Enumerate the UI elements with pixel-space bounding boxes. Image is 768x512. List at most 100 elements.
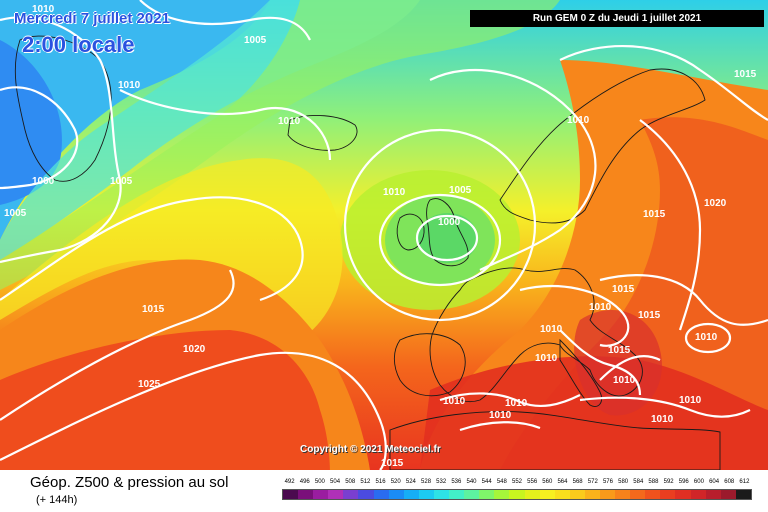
- coast-iberia: [393, 333, 466, 397]
- isobar-label: 1005: [4, 208, 27, 219]
- isobar-label: 1010: [535, 353, 558, 364]
- scale-label: 496: [299, 479, 310, 485]
- scale-swatch: [464, 490, 480, 499]
- isobar-line: [119, 89, 332, 161]
- isobar-label: 1000: [32, 176, 55, 187]
- coast-ireland: [396, 213, 425, 251]
- isobar-line: [0, 86, 79, 190]
- forecast-date: Mercredi 7 juillet 2021: [14, 10, 170, 27]
- isobar-low-1010: [343, 128, 537, 322]
- scale-swatch: [630, 490, 646, 499]
- scale-label: 532: [436, 479, 447, 485]
- isobar-label: 1010: [567, 115, 590, 126]
- isobar-line: [559, 44, 768, 121]
- isobar-label: 1005: [449, 185, 472, 196]
- scale-label: 544: [481, 479, 492, 485]
- scale-label: 500: [314, 479, 325, 485]
- isobars: [0, 0, 768, 470]
- copyright-notice: Copyright © 2021 Meteociel.fr: [300, 444, 441, 455]
- isobar-line: [639, 119, 702, 331]
- isobar-label: 1010: [679, 395, 702, 406]
- scale-swatch: [418, 490, 434, 499]
- footer-bar: Géop. Z500 & pression au sol (+ 144h) 49…: [0, 470, 768, 512]
- isobar-label: 1010: [489, 410, 512, 421]
- scale-swatch: [373, 490, 389, 499]
- scale-label: 584: [633, 479, 644, 485]
- scale-label: 568: [572, 479, 583, 485]
- isobar-label: 1010: [613, 375, 636, 386]
- isobar-label: 1010: [278, 116, 301, 127]
- scale-label: 556: [527, 479, 538, 485]
- coast-scandinavia: [499, 68, 706, 224]
- scale-label: 572: [587, 479, 598, 485]
- scale-labels: 492 496 500 504 508 512 516 520 524 528 532 536 540 5…: [282, 479, 752, 489]
- scale-swatch: [494, 490, 510, 499]
- scale-label: 608: [724, 479, 735, 485]
- isobar-label: 1010: [540, 324, 563, 335]
- scale-swatch: [645, 490, 661, 499]
- product-title: Géop. Z500 & pression au sol: [30, 474, 229, 491]
- isobar-line: [559, 329, 642, 396]
- scale-swatch: [328, 490, 344, 499]
- scale-label: 576: [602, 479, 613, 485]
- scale-label: 588: [648, 479, 659, 485]
- scale-label: 580: [618, 479, 629, 485]
- weather-map: 1010 1005 1010 1000 1005 1005 1010 1005 …: [0, 0, 768, 470]
- local-time: 2:00 locale: [22, 32, 135, 57]
- scale-label: 524: [405, 479, 416, 485]
- isobar-line: [459, 421, 541, 432]
- isobar-low-1000: [415, 214, 479, 262]
- scale-swatch: [554, 490, 570, 499]
- scale-label: 508: [345, 479, 356, 485]
- isobar-label: 1015: [142, 304, 165, 315]
- isobar-label: 1020: [183, 344, 206, 355]
- coast-iceland: [287, 115, 358, 151]
- isobar-low-1005: [378, 193, 502, 287]
- isobar-label: 1010: [118, 80, 141, 91]
- scale-label: 592: [663, 479, 674, 485]
- coast-europe: [429, 267, 643, 403]
- field-low-core: [418, 213, 478, 263]
- scale-swatch: [690, 490, 706, 499]
- scale-swatch: [298, 490, 314, 499]
- isobar-label: 1015: [608, 345, 631, 356]
- scale-swatch: [705, 490, 721, 499]
- isobar-label: 1010: [589, 302, 612, 313]
- scale-swatch: [343, 490, 359, 499]
- scale-swatch: [509, 490, 525, 499]
- scale-swatch: [283, 490, 299, 499]
- scale-label: 596: [678, 479, 689, 485]
- isobar-line: [0, 351, 387, 470]
- isobar-label: 1010: [383, 187, 406, 198]
- isobar-label: 1010: [695, 332, 718, 343]
- scale-swatch: [539, 490, 555, 499]
- scale-swatch: [660, 490, 676, 499]
- isobar-line: [439, 392, 581, 408]
- scale-swatch: [449, 490, 465, 499]
- scale-label: 548: [496, 479, 507, 485]
- isobar-label: 1020: [704, 198, 727, 209]
- isobar-labels: 1010 1005 1010 1000 1005 1005 1010 1005 …: [4, 4, 757, 469]
- coast-italy: [559, 338, 603, 407]
- model-run-label: Run GEM 0 Z du Jeudi 1 juillet 2021: [470, 10, 764, 27]
- isobar-label: 1010: [32, 4, 55, 15]
- isobar-label: 1025: [138, 379, 161, 390]
- isobar-label: 1005: [244, 35, 267, 46]
- isobar-label: 1010: [443, 396, 466, 407]
- scale-label: 504: [330, 479, 341, 485]
- isobar-label: 1015: [734, 69, 757, 80]
- isobar-line: [0, 16, 122, 264]
- lead-time: (+ 144h): [36, 494, 78, 506]
- scale-label: 604: [709, 479, 720, 485]
- scale-label: 560: [542, 479, 553, 485]
- isobar-label: 1015: [638, 310, 661, 321]
- isobar-small-low: [684, 322, 732, 354]
- scale-label: 536: [451, 479, 462, 485]
- scale-label: 528: [421, 479, 432, 485]
- scale-label: 600: [693, 479, 704, 485]
- isobar-label: 1015: [643, 209, 666, 220]
- scale-swatch: [388, 490, 404, 499]
- isobar-line: [0, 196, 304, 302]
- coast-africa: [389, 411, 721, 470]
